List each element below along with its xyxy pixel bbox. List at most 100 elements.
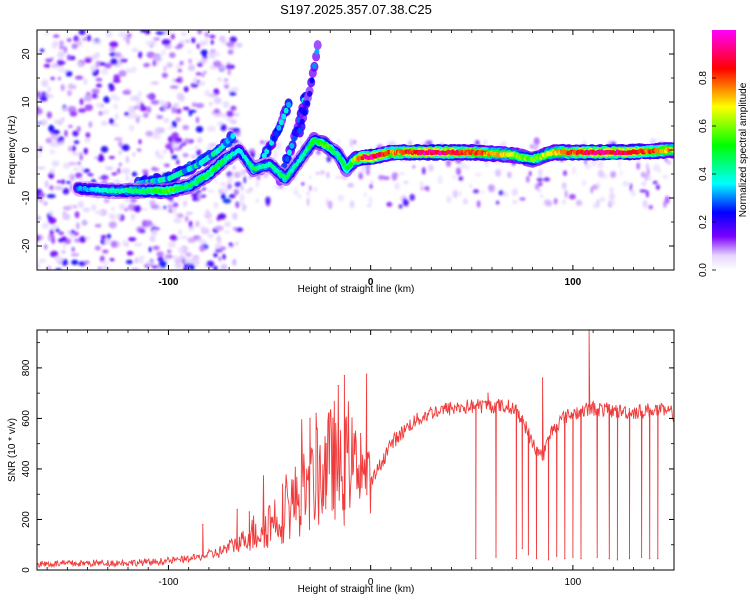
noise-blob [73,140,80,145]
noise-blob [83,78,88,86]
noise-blob [51,237,56,244]
noise-blob [71,259,79,265]
noise-blob [201,73,205,78]
noise-blob [78,108,86,113]
branch-core [314,48,320,55]
noise-blob [208,93,217,98]
noise-blob [213,108,220,114]
noise-blob [207,233,214,239]
noise-blob [67,83,74,90]
noise-blob [39,192,46,198]
noise-blob [158,260,167,267]
noise-blob [162,149,168,154]
noise-blob [162,104,167,111]
noise-blob [272,153,278,160]
colorbar: 0.0 0.2 0.4 0.6 0.8 Normalized spectral ampl… [698,30,749,277]
noise-blob [561,182,567,190]
x-tick-label: 0 [368,277,374,288]
snr-dip-point [548,559,550,561]
noise-blob [229,36,237,43]
noise-blob [197,136,203,144]
noise-blob [151,56,160,60]
noise-blob [232,212,238,220]
noise-blob [208,143,218,147]
noise-blob [235,42,243,48]
noise-blob [110,94,118,100]
noise-blob [219,182,227,187]
noise-blob [231,112,240,117]
noise-blob [175,108,182,114]
noise-blob [109,47,116,52]
noise-blob [68,124,73,128]
noise-blob [75,172,83,179]
colorbar-label: Normalized spectral amplitude [738,82,749,217]
noise-blob [366,204,372,208]
noise-blob [581,180,587,186]
noise-blob [645,190,649,198]
noise-blob [114,113,119,121]
noise-blob [91,93,98,99]
noise-blob [111,172,118,176]
noise-blob [79,165,84,172]
noise-blob [56,61,66,65]
noise-blob [530,144,533,149]
noise-blob [177,246,185,254]
noise-blob [176,159,180,165]
noise-blob [326,171,330,179]
noise-blob [534,183,540,191]
noise-blob [65,70,73,77]
snr-x-axis-label: Height of straight line (km) [298,584,415,595]
x-tick-label: 100 [565,577,582,588]
noise-blob [62,107,68,112]
noise-blob [428,164,434,172]
noise-blob [94,210,104,215]
noise-blob [178,94,185,102]
noise-blob [95,60,100,68]
noise-blob [124,208,128,212]
noise-blob [232,165,236,171]
noise-blob [182,124,190,131]
noise-blob [171,155,178,160]
noise-blob [207,219,214,224]
noise-blob [169,85,179,89]
noise-blob [114,137,123,141]
snr-dip-point [556,555,558,557]
noise-blob [495,200,500,205]
noise-blob [156,115,164,120]
y-tick-label: 10 [21,96,32,108]
noise-blob [50,227,55,231]
noise-blob [183,262,191,268]
noise-blob [77,200,85,209]
noise-blob [37,143,40,147]
noise-blob [636,162,640,170]
noise-blob [498,190,504,196]
noise-blob [255,180,260,188]
noise-blob [74,211,80,219]
noise-blob [76,126,81,132]
noise-blob [315,171,320,175]
noise-blob [37,215,41,221]
noise-blob [213,253,218,258]
noise-blob [60,84,65,92]
noise-blob [648,205,654,210]
noise-blob [210,39,214,45]
noise-blob [108,85,115,92]
noise-blob [73,166,79,172]
branch-core [276,124,282,131]
noise-blob [184,258,190,264]
noise-blob [179,254,185,261]
noise-blob [170,148,174,154]
noise-blob [128,124,135,132]
noise-blob [49,185,54,191]
noise-blob [69,232,75,240]
noise-blob [618,159,621,169]
noise-blob [213,265,218,270]
noise-blob [133,205,142,213]
noise-blob [91,88,100,94]
noise-blob [90,65,96,72]
colorbar-tick-label: 0.8 [698,71,709,85]
noise-blob [42,79,49,82]
snr-dip-point [649,558,651,560]
noise-blob [146,106,152,113]
noise-blob [472,189,480,194]
